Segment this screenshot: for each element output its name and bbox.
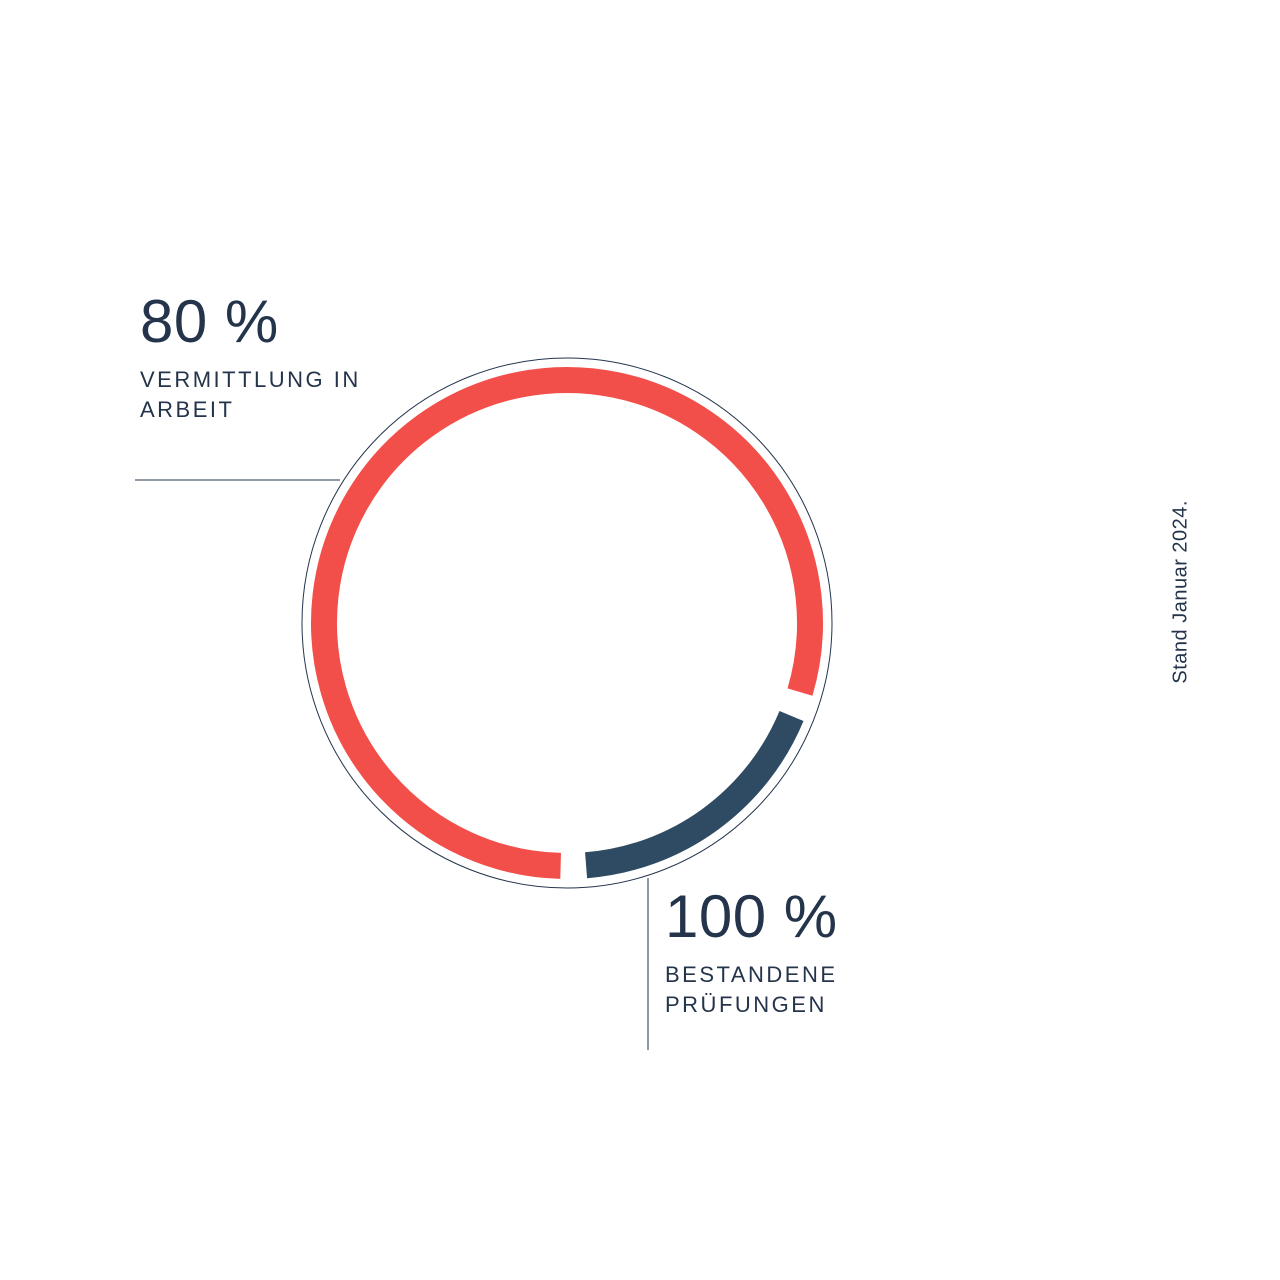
label-left: 80 % VERMITTLUNG IN ARBEIT <box>140 290 361 424</box>
label-left-value: 80 % <box>140 290 361 353</box>
infographic-canvas: { "chart": { "type": "donut", "backgroun… <box>0 0 1280 1280</box>
label-right: 100 % BESTANDENE PRÜFUNGEN <box>665 885 838 1019</box>
side-note: Stand Januar 2024. <box>1170 500 1193 684</box>
label-right-value: 100 % <box>665 885 838 948</box>
label-left-caption: VERMITTLUNG IN ARBEIT <box>140 365 361 424</box>
donut-segment-rest <box>586 716 791 865</box>
label-right-caption: BESTANDENE PRÜFUNGEN <box>665 960 838 1019</box>
donut-chart <box>0 0 1280 1280</box>
donut-outer-guide <box>302 358 832 888</box>
